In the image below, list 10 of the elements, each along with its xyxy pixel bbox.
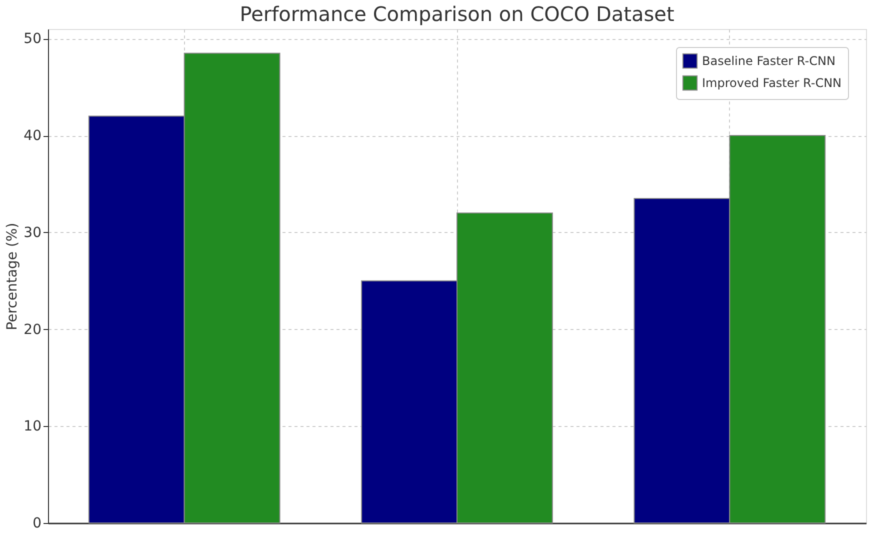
- y-tick-label: 10: [24, 418, 42, 435]
- y-tick-label: 50: [24, 31, 42, 48]
- y-tick-label: 20: [24, 322, 42, 338]
- y-tick-label: 30: [24, 224, 42, 241]
- y-axis-title: Percentage (%): [4, 222, 21, 330]
- y-tick-label: 0: [32, 516, 42, 532]
- legend-label: Baseline Faster R-CNN: [702, 54, 836, 68]
- legend-label: Improved Faster R-CNN: [702, 76, 842, 90]
- y-tick-label: 40: [24, 128, 42, 144]
- chart-title: Performance Comparison on COCO Dataset: [240, 2, 674, 26]
